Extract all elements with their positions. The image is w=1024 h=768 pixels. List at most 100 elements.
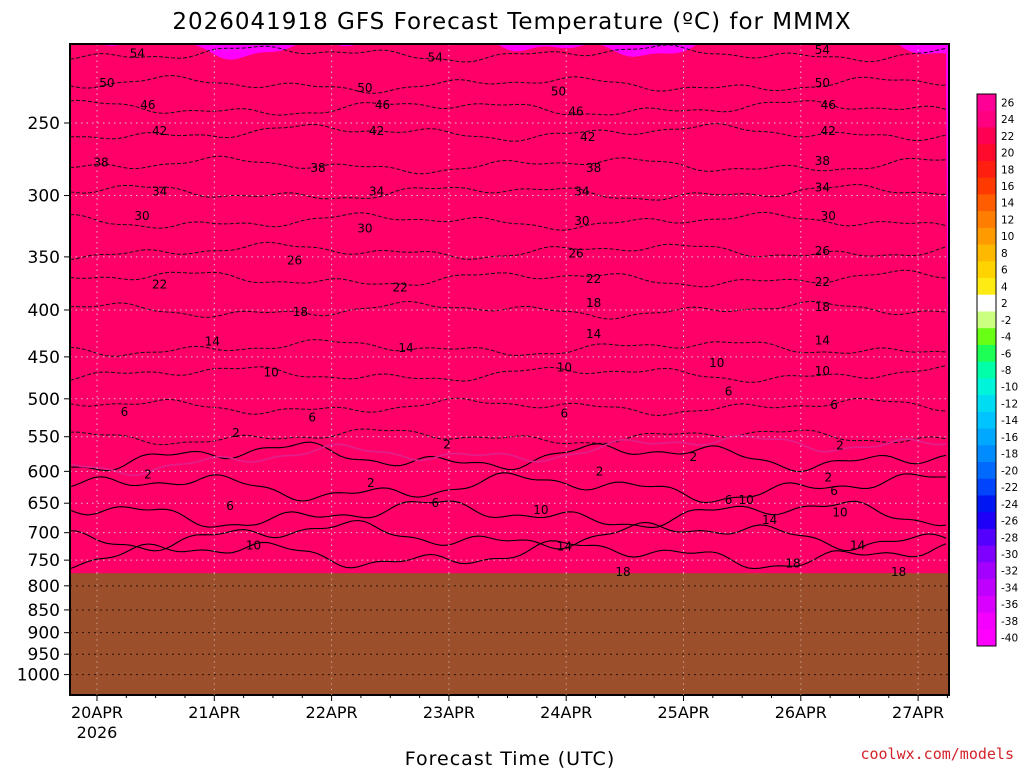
x-tick-label: 22APR bbox=[306, 703, 358, 722]
colorbar-label: -30 bbox=[1001, 549, 1018, 561]
colorbar-label: -4 bbox=[1001, 332, 1012, 344]
colorbar-label: -34 bbox=[1001, 582, 1018, 594]
y-tick-label: 1000 bbox=[17, 666, 60, 686]
contour-label: 2 bbox=[824, 470, 832, 484]
plot-frame bbox=[69, 43, 950, 696]
y-tick-label: 350 bbox=[28, 248, 60, 268]
colorbar-label: 22 bbox=[1001, 131, 1014, 143]
colorbar-swatch bbox=[977, 478, 996, 496]
colorbar-swatch bbox=[977, 144, 996, 162]
colorbar-swatch bbox=[977, 361, 996, 379]
isotherm-line bbox=[70, 365, 947, 383]
colorbar: 26 24 22 20 18 16 14 12 10 8 6 4 2 -2 -4 -6 -8 -10 -12 -14 -… bbox=[976, 93, 1018, 647]
colorbar-swatch bbox=[977, 562, 996, 580]
contour-label: 18 bbox=[785, 556, 800, 570]
colorbar-swatch bbox=[977, 579, 996, 597]
isotherm-line bbox=[70, 123, 947, 142]
contour-label: 34 bbox=[152, 185, 167, 199]
contour-label: 2 bbox=[232, 426, 240, 440]
isotherm-line bbox=[70, 540, 947, 570]
colorbar-label: -32 bbox=[1001, 566, 1018, 578]
contour-label: 2 bbox=[836, 438, 844, 452]
colorbar-label: -18 bbox=[1001, 449, 1018, 461]
y-tick-label: 500 bbox=[28, 390, 60, 410]
colorbar-label: -24 bbox=[1001, 499, 1018, 511]
colorbar-swatch bbox=[977, 211, 996, 229]
contour-label: 6 bbox=[830, 398, 838, 412]
colorbar-swatch bbox=[977, 311, 996, 329]
y-tick-label: 400 bbox=[28, 301, 60, 321]
contour-label: 2 bbox=[367, 476, 375, 490]
colorbar-swatch bbox=[977, 395, 996, 413]
colorbar-label: -40 bbox=[1001, 633, 1018, 645]
x-tick-sublabel: 2026 bbox=[77, 723, 118, 742]
isotherm-line bbox=[70, 99, 947, 116]
contour-label: 6 bbox=[561, 407, 569, 421]
x-tick-label: 26APR bbox=[775, 703, 827, 722]
contour-label: 26 bbox=[287, 253, 302, 267]
colorbar-swatch bbox=[977, 411, 996, 430]
colorbar-swatch bbox=[977, 244, 996, 262]
colorbar-label: -16 bbox=[1001, 432, 1018, 444]
contour-label: 2 bbox=[443, 438, 451, 452]
isotherm-line bbox=[70, 300, 947, 320]
colorbar-label: -14 bbox=[1001, 415, 1018, 427]
colorbar-label: 18 bbox=[1001, 164, 1014, 176]
contour-label: 14 bbox=[850, 539, 865, 553]
colorbar-label: -8 bbox=[1001, 365, 1011, 377]
contour-label: 42 bbox=[821, 124, 836, 138]
isotherm-line bbox=[70, 155, 947, 175]
x-tick-label: 21APR bbox=[188, 703, 240, 722]
contour-label: 6 bbox=[121, 405, 129, 419]
contour-label: 14 bbox=[815, 334, 830, 348]
contour-label: 6 bbox=[431, 496, 439, 510]
colorbar-swatch bbox=[977, 110, 996, 128]
contour-label: 30 bbox=[357, 222, 372, 236]
contour-label: 18 bbox=[815, 300, 830, 314]
contour-label: 26 bbox=[568, 246, 583, 260]
freezing-line bbox=[70, 434, 947, 477]
colorbar-label: -26 bbox=[1001, 516, 1018, 528]
contour-label: 22 bbox=[392, 281, 407, 295]
colorbar-label: -10 bbox=[1001, 382, 1018, 394]
colorbar-label: 12 bbox=[1001, 214, 1014, 226]
contour-label: 34 bbox=[369, 185, 384, 199]
contour-label: 30 bbox=[821, 209, 836, 223]
contour-label: 54 bbox=[130, 47, 145, 61]
contour-label: 10 bbox=[263, 365, 278, 379]
y-tick-label: 650 bbox=[28, 494, 60, 514]
contour-label: 30 bbox=[134, 209, 149, 223]
colorbar-frame bbox=[976, 93, 997, 647]
colorbar-label: 16 bbox=[1001, 181, 1015, 193]
contour-label: 42 bbox=[369, 124, 384, 138]
contour-label: 34 bbox=[815, 181, 830, 195]
contour-label: 6 bbox=[725, 493, 733, 507]
contour-label: 54 bbox=[428, 50, 443, 64]
contour-label: 34 bbox=[574, 185, 589, 199]
contour-label: 50 bbox=[551, 85, 566, 99]
x-tick-label: 25APR bbox=[657, 703, 709, 722]
isotherm-line bbox=[70, 269, 947, 288]
contour-label: 6 bbox=[725, 385, 733, 399]
isotherm-line bbox=[70, 428, 947, 446]
colorbar-label: 24 bbox=[1001, 114, 1015, 126]
isotherm-line bbox=[70, 472, 946, 504]
credit-link[interactable]: coolwx.com/models bbox=[860, 745, 1014, 763]
colorbar-label: -20 bbox=[1001, 465, 1018, 477]
colorbar-swatch bbox=[977, 278, 996, 296]
colorbar-swatch bbox=[977, 629, 996, 647]
colorbar-swatch bbox=[977, 328, 996, 346]
contour-label: 46 bbox=[821, 98, 836, 112]
colorbar-label: 26 bbox=[1001, 97, 1015, 109]
colorbar-swatch bbox=[977, 512, 996, 530]
contour-label: 18 bbox=[891, 565, 906, 579]
contour-label: 22 bbox=[586, 272, 601, 286]
contour-label: 10 bbox=[709, 356, 724, 370]
y-tick-label: 600 bbox=[28, 462, 60, 482]
contour-label: 14 bbox=[586, 327, 601, 341]
colorbar-swatch bbox=[977, 378, 996, 396]
y-tick-label: 850 bbox=[28, 601, 60, 621]
colorbar-swatch bbox=[977, 94, 996, 112]
